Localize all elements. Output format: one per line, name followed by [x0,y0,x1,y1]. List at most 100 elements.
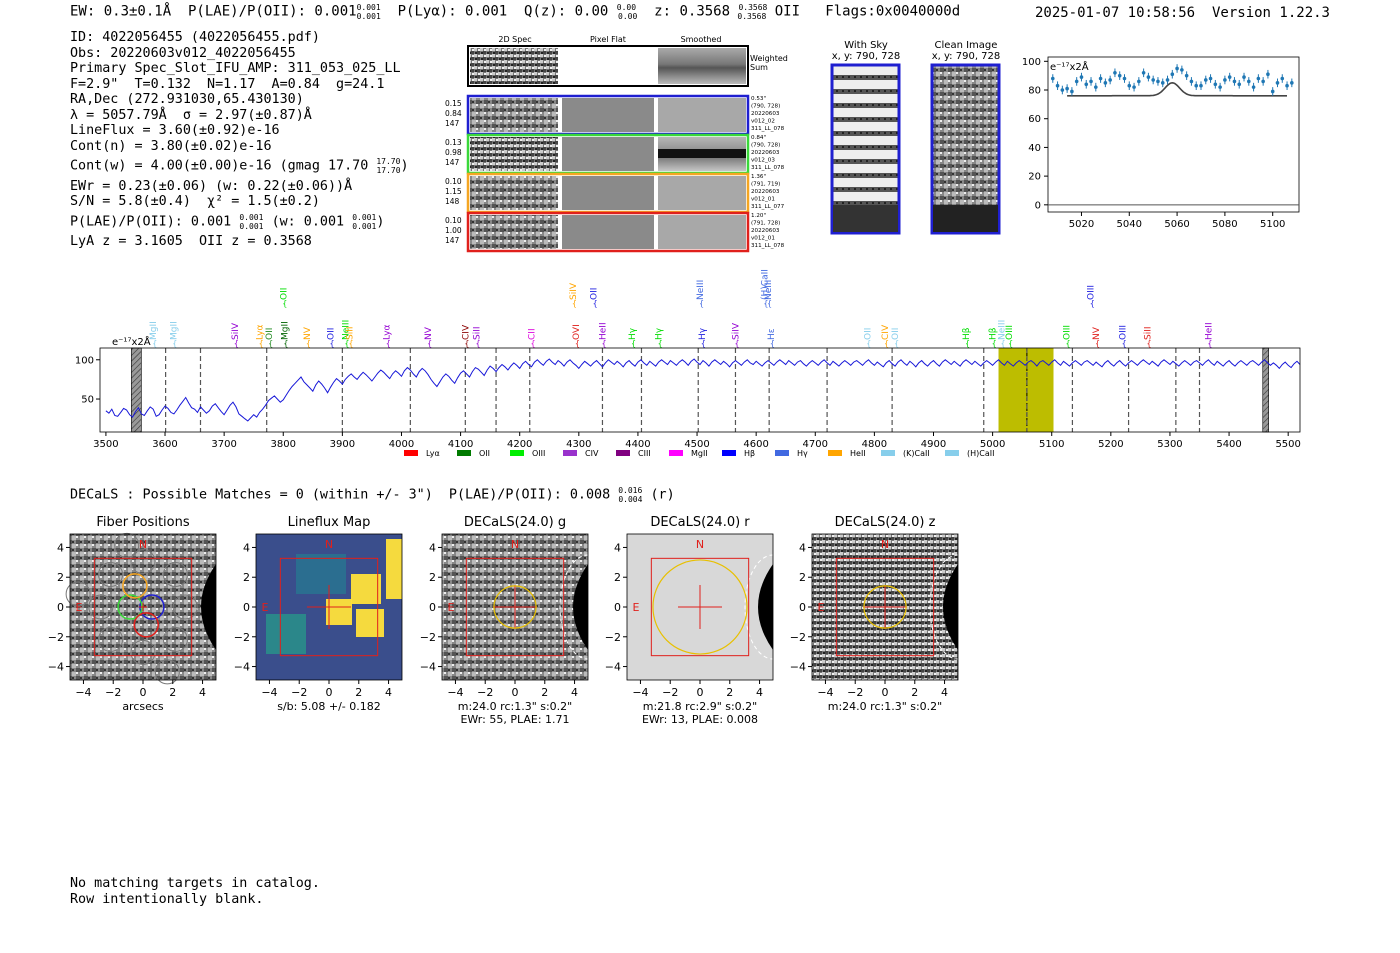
decals-ytick-label: −4 [48,661,64,674]
legend-label: OIII [532,449,545,458]
decals-aperture-3 [652,559,748,655]
decals-xtick-label: −4 [261,686,277,699]
decals-east-0: E [76,601,83,614]
spectrum-xtick-label: 4500 [684,439,709,450]
decals-ytick-label: −2 [234,631,250,644]
spectrum-line-label: Hβ [989,327,999,340]
zoom-data-point [1275,81,1280,85]
spectrum-line-label: SiII [345,326,355,340]
spectrum-line-tick: { [763,299,768,308]
zoom-axes-frame [1047,56,1300,213]
sky-images: With Sky x, y: 790, 728 Clean Image x, y… [830,40,1001,235]
zoom-data-point [1137,79,1141,84]
header-datetime: 2025-01-07 10:58:56 Version 1.22.3 [1034,5,1330,21]
decals-panel-title-1: Lineflux Map [288,515,371,530]
zoom-data-point [1060,88,1065,92]
spectrum-line-tick: { [992,339,997,348]
spectrum-line-label: Hε [767,328,777,340]
spectrum-line-tick: { [348,339,353,348]
decals-ytick-label: −2 [48,631,64,644]
zoom-data-point [1141,70,1146,75]
decals-north-2: N [511,538,519,551]
cutout-meta-0-3: v012_02 [751,119,775,125]
spectrum-line-label: Lyα [256,324,266,340]
zoom-data-point [1266,72,1270,77]
decals-xtick-label: 0 [326,686,333,699]
zoom-data-point [1175,66,1179,71]
lineflux-blob-2 [356,609,384,637]
spectrum-line-label: OVI [572,324,582,340]
decals-aperture-4 [863,585,907,629]
decals-caption-1-0: arcsecs [122,700,164,713]
decals-ytick-label: 4 [429,541,436,554]
spectrum-line-label: NV [303,326,313,340]
cutout-flat-1 [562,137,654,171]
info-obs: Obs: 20220603v012_4022056455 [70,45,296,61]
info-id: ID: 4022056455 (4022056455.pdf) [70,30,320,45]
fiber-highlight-circle-3 [133,612,159,638]
footer-notes: No matching targets in catalog. Row inte… [70,876,320,907]
decals-xtick-label: −2 [847,686,863,699]
legend-swatch [722,450,736,456]
legend-swatch [828,450,842,456]
decals-xtick-label: 2 [911,686,918,699]
decals-ytick-label: 4 [614,541,621,554]
cutout-num-0-1: 0.84 [445,109,462,118]
zoom-ytick-label: 20 [1028,172,1041,183]
cutout-meta-0-1: (790, 728) [751,104,780,110]
clean-title: Clean Image [935,40,998,51]
decals-dark-source-4 [943,564,958,650]
spectrum-xtick-label: 5400 [1216,439,1241,450]
spectrum-line-label: OII [265,328,275,340]
decals-dark-source-0 [201,564,216,650]
cutout-flat-0 [562,98,654,132]
cutout-2dspec-0 [470,98,558,132]
spectrum-axes-frame [99,347,1301,433]
zoom-data-point [1103,81,1108,85]
decals-caption-2-3: EWr: 13, PLAE: 0.008 [642,713,758,726]
zoom-unit-label: e⁻¹⁷x2Å [1050,60,1089,73]
cutout-2dspec-3 [470,215,558,249]
decals-aperture-2 [493,585,537,629]
spectrum-line-label: SiII [1143,326,1153,340]
cutout-meta-2-4: 311_LL_077 [751,204,785,210]
legend-swatch [669,450,683,456]
spectrum-line-label: NeIII [341,320,351,340]
decals-north-3: N [696,538,704,551]
zoom-data-point [1079,75,1084,79]
decals-xtick-label: −4 [447,686,463,699]
cutout-num-2-1: 1.15 [445,187,462,196]
decals-xtick-label: 2 [726,686,733,699]
spectrum-line-tick: { [427,339,432,348]
zoom-data-point [1055,83,1060,88]
spectrum-line-tick: { [476,339,481,348]
zoom-data-point [1113,70,1117,75]
col-label-pixelflat: Pixel Flat [590,35,626,44]
decals-search-box-2 [465,557,565,657]
decals-search-box-3 [650,557,750,657]
decals-ytick-label: 4 [799,541,806,554]
zoom-data-point [1203,78,1208,82]
cutout-num-1-1: 0.98 [445,148,462,157]
spectrum-xtick-label: 5000 [980,439,1005,450]
zoom-data-point [1280,76,1285,81]
cutout-meta-1-2: 20220603 [751,150,780,156]
cutout-meta-1-0: 0.84" [751,135,766,141]
spectrum-line-tick: { [1095,339,1100,348]
decals-xtick-label: −2 [662,686,678,699]
zoom-ytick-label: 40 [1028,143,1041,154]
cutout-num-2-0: 0.10 [445,177,462,186]
legend-label: CIII [638,449,651,458]
decals-ytick-label: −4 [234,661,250,674]
spectrum-line-tick: { [172,339,177,348]
spectrum-line-tick: { [770,339,775,348]
decals-panel-title-0: Fiber Positions [96,515,189,530]
decals-caption-1-1: s/b: 5.08 +/- 0.182 [277,700,381,713]
weighted-sum-2dspec [470,48,558,84]
zoom-data-point [1223,78,1227,82]
lineflux-blob-0 [351,574,381,604]
decals-search-box-1 [279,557,379,657]
zoom-data-point [1094,85,1098,89]
legend-label: Lyα [426,449,440,458]
